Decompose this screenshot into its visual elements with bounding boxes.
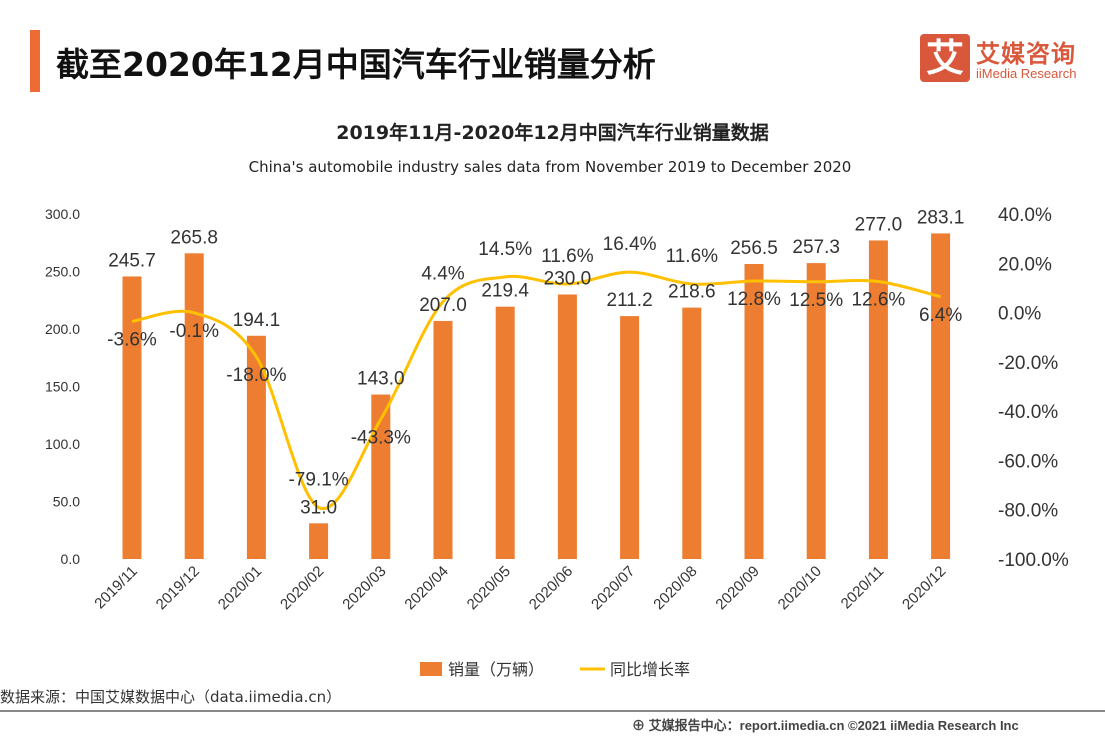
bar-value-label: 277.0 (855, 214, 903, 235)
bar-value-label: 218.6 (668, 282, 716, 303)
bar-value-label: 143.0 (357, 369, 405, 390)
right-tick-label: 0.0% (998, 304, 1041, 325)
footer-text: 艾媒报告中心：report.iimedia.cn ©2021 iiMedia R… (648, 718, 1019, 733)
bar (682, 307, 702, 559)
bar (868, 240, 888, 559)
chart-subtitle: China's automobile industry sales data f… (248, 158, 852, 176)
line-value-label: 6.4% (919, 305, 962, 326)
growth-line (131, 270, 941, 511)
bar-value-label: 245.7 (108, 250, 156, 271)
bar (122, 276, 142, 559)
bar-value-label: 194.1 (233, 310, 281, 331)
bar-value-label: 265.8 (170, 227, 218, 248)
bar-value-label: 219.4 (481, 281, 529, 302)
right-tick-label: -60.0% (998, 451, 1058, 472)
x-tick-label: 2020/04 (401, 563, 451, 613)
left-tick-label: 250.0 (45, 264, 80, 280)
bar (557, 294, 577, 559)
right-tick-label: -40.0% (998, 402, 1058, 423)
bar (246, 335, 266, 559)
x-tick-label: 2020/09 (712, 563, 762, 613)
line-value-label: -18.0% (226, 365, 286, 386)
logo-cn: 艾媒咨询 (976, 40, 1076, 68)
x-tick-label: 2020/10 (775, 563, 825, 613)
chart-title: 2019年11月-2020年12月中国汽车行业销量数据 (336, 122, 769, 144)
line-value-label: -0.1% (169, 321, 219, 342)
bar-value-label: 207.0 (419, 295, 467, 316)
x-tick-label: 2020/06 (526, 563, 576, 613)
x-tick-label: 2020/08 (650, 563, 700, 613)
x-tick-label: 2020/12 (899, 563, 949, 613)
bar-value-label: 283.1 (917, 207, 965, 228)
line-value-label: 14.5% (478, 239, 532, 260)
bar (371, 394, 391, 559)
bar (744, 264, 764, 559)
x-tick-label: 2019/11 (91, 563, 141, 613)
left-tick-label: 100.0 (45, 436, 80, 452)
bar-value-label: 257.3 (792, 237, 840, 258)
x-tick-label: 2020/11 (838, 563, 888, 613)
bar-value-label: 230.0 (544, 269, 592, 290)
line-value-label: 16.4% (603, 234, 657, 255)
footer: ⊕ 艾媒报告中心：report.iimedia.cn ©2021 iiMedia… (632, 715, 1019, 734)
legend-bar-swatch (420, 662, 442, 676)
right-tick-label: -100.0% (998, 550, 1069, 571)
bar-value-label: 211.2 (607, 290, 653, 311)
logo: 艾 艾媒咨询 iiMedia Research (920, 34, 1105, 84)
left-tick-label: 300.0 (45, 206, 80, 222)
x-tick-label: 2020/02 (277, 563, 327, 613)
page-title: 截至2020年12月中国汽车行业销量分析 (56, 45, 656, 84)
legend-line-label: 同比增长率 (610, 660, 690, 679)
left-tick-label: 200.0 (45, 321, 80, 337)
logo-en: iiMedia Research (976, 66, 1077, 81)
line-value-label: -43.3% (351, 427, 411, 448)
right-tick-label: -20.0% (998, 353, 1058, 374)
x-tick-label: 2020/07 (588, 563, 638, 613)
footer-divider (0, 710, 1105, 712)
bar (620, 316, 640, 559)
bar (931, 233, 951, 559)
globe-icon: ⊕ (632, 718, 646, 733)
right-tick-label: 40.0% (998, 205, 1052, 226)
bar (184, 253, 204, 559)
line-value-label: 4.4% (421, 264, 464, 285)
right-tick-label: 20.0% (998, 254, 1052, 275)
left-tick-label: 0.0 (61, 551, 81, 567)
line-value-label: 11.6% (541, 246, 594, 267)
line-value-label: 11.6% (666, 246, 719, 267)
data-source: 数据来源：中国艾媒数据中心（data.iimedia.cn） (0, 688, 342, 706)
bar (433, 320, 453, 559)
bar-value-label: 256.5 (730, 238, 778, 259)
line-value-label: -3.6% (107, 329, 157, 350)
bar-value-label: 31.0 (300, 497, 337, 518)
line-value-label: 12.5% (789, 290, 843, 311)
line-value-label: 12.6% (851, 290, 905, 311)
x-tick-label: 2020/03 (339, 563, 389, 613)
x-tick-label: 2020/01 (215, 563, 265, 613)
left-tick-label: 50.0 (53, 494, 80, 510)
x-tick-label: 2020/05 (464, 563, 514, 613)
bar (495, 306, 515, 559)
left-tick-label: 150.0 (45, 379, 80, 395)
line-value-label: 12.8% (727, 289, 781, 310)
line-value-label: -79.1% (288, 469, 348, 490)
title-accent-bar (30, 30, 40, 92)
legend-bar-label: 销量（万辆） (448, 660, 544, 679)
right-tick-label: -80.0% (998, 501, 1058, 522)
bar (309, 523, 329, 559)
logo-mark: 艾 (920, 34, 970, 82)
x-tick-label: 2019/12 (153, 563, 203, 613)
bar (806, 263, 826, 559)
